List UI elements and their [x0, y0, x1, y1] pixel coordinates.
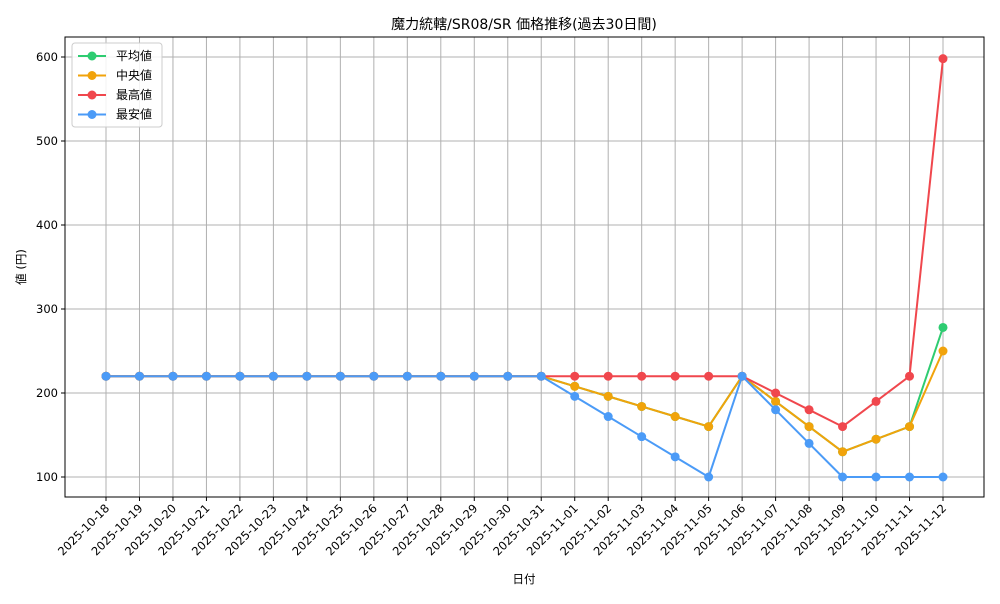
- legend-label: 中央値: [116, 68, 152, 83]
- series-layer: [101, 54, 948, 482]
- legend-item: 平均値: [78, 48, 152, 63]
- legend-label: 最安値: [116, 107, 152, 122]
- data-point-marker: [335, 371, 345, 381]
- y-tick-label: 100: [36, 470, 58, 484]
- data-point-marker: [871, 472, 881, 482]
- plot-frame: [64, 36, 985, 498]
- data-point-marker: [603, 371, 613, 381]
- x-axis: 2025-10-182025-10-192025-10-202025-10-21…: [55, 497, 949, 558]
- data-point-marker: [670, 371, 680, 381]
- data-point-marker: [570, 381, 580, 391]
- data-point-marker: [771, 396, 781, 406]
- data-point-marker: [905, 371, 915, 381]
- legend-item: 中央値: [78, 68, 152, 83]
- data-point-marker: [637, 401, 647, 411]
- data-point-marker: [670, 412, 680, 422]
- data-point-marker: [804, 438, 814, 448]
- data-point-marker: [771, 388, 781, 398]
- data-point-marker: [938, 54, 948, 64]
- x-axis-label: 日付: [513, 572, 536, 586]
- series-line: [106, 350, 944, 453]
- data-point-marker: [938, 322, 948, 332]
- data-point-marker: [570, 371, 580, 381]
- chart-title: 魔力統轄/SR08/SR 価格推移(過去30日間): [391, 17, 657, 33]
- data-point-marker: [168, 371, 178, 381]
- data-point-marker: [469, 371, 479, 381]
- data-point-marker: [101, 371, 111, 381]
- data-point-marker: [771, 405, 781, 415]
- data-point-marker: [268, 371, 278, 381]
- legend-marker-icon: [87, 71, 97, 80]
- series-line: [106, 375, 943, 478]
- data-point-marker: [804, 422, 814, 432]
- data-point-marker: [737, 371, 747, 381]
- data-point-marker: [134, 371, 144, 381]
- legend-item: 最安値: [78, 107, 152, 122]
- legend-label: 最高値: [116, 87, 152, 102]
- grid-lines: [65, 37, 984, 497]
- data-point-marker: [905, 422, 915, 432]
- data-point-marker: [637, 432, 647, 442]
- series-3: [101, 371, 948, 482]
- data-point-marker: [838, 422, 848, 432]
- y-tick-label: 500: [36, 134, 58, 148]
- data-point-marker: [670, 452, 680, 462]
- data-point-marker: [838, 447, 848, 457]
- legend-label: 平均値: [116, 48, 152, 63]
- data-point-marker: [637, 371, 647, 381]
- data-point-marker: [938, 472, 948, 482]
- data-point-marker: [905, 472, 915, 482]
- data-point-marker: [871, 434, 881, 444]
- data-point-marker: [570, 391, 580, 401]
- data-point-marker: [603, 391, 613, 401]
- data-point-marker: [704, 472, 714, 482]
- data-point-marker: [804, 405, 814, 415]
- y-tick-label: 200: [36, 386, 58, 400]
- legend-marker-icon: [87, 51, 97, 61]
- legend-marker-icon: [87, 90, 97, 100]
- y-axis-label: 値 (円): [14, 249, 28, 285]
- data-point-marker: [838, 472, 848, 482]
- data-point-marker: [302, 371, 312, 381]
- data-point-marker: [503, 371, 513, 381]
- y-axis: 100 200 300 400 500 600: [36, 50, 65, 484]
- data-point-marker: [704, 371, 714, 381]
- series-line: [106, 58, 944, 428]
- data-point-marker: [536, 371, 546, 381]
- series-1: [101, 346, 948, 457]
- legend-marker-icon: [87, 110, 97, 119]
- data-point-marker: [235, 371, 245, 381]
- data-point-marker: [369, 371, 379, 381]
- data-point-marker: [938, 346, 948, 356]
- series-2: [101, 54, 948, 432]
- y-tick-label: 400: [36, 218, 58, 232]
- data-point-marker: [603, 412, 613, 422]
- y-tick-label: 600: [36, 50, 58, 64]
- y-tick-label: 300: [36, 302, 58, 316]
- legend-item: 最高値: [78, 87, 152, 102]
- data-point-marker: [436, 371, 446, 381]
- data-point-marker: [201, 371, 211, 381]
- legend-box: [71, 42, 163, 128]
- data-point-marker: [402, 371, 412, 381]
- data-point-marker: [704, 422, 714, 432]
- data-point-marker: [871, 396, 881, 406]
